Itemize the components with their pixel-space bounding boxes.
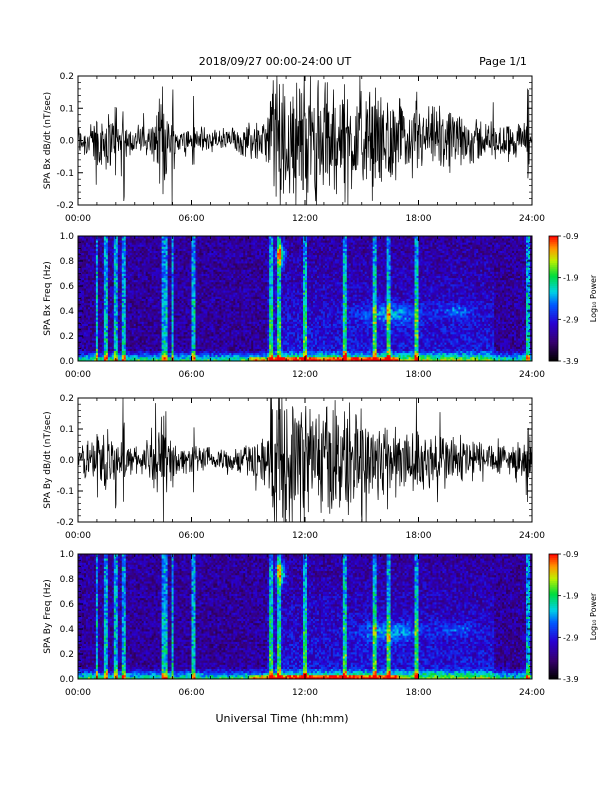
- y-tick-label: 0.1: [60, 104, 74, 114]
- x-tick-label: 00:00: [65, 214, 91, 224]
- date-range-title: 2018/09/27 00:00-24:00 UT: [199, 55, 352, 68]
- x-tick-label: 18:00: [406, 214, 432, 224]
- y-axis-label: SPA Bx dB/dt (nT/sec): [43, 92, 53, 189]
- y-tick-label: -0.1: [56, 169, 74, 179]
- x-tick-label: 12:00: [292, 214, 318, 224]
- waveform-trace: [78, 76, 532, 205]
- x-tick-label: 06:00: [179, 214, 205, 224]
- x-tick-label: 24:00: [519, 214, 545, 224]
- page-number: Page 1/1: [479, 55, 527, 68]
- spectrogram-2: [78, 236, 532, 361]
- y-tick-label: 0.2: [60, 72, 74, 82]
- y-tick-label: 0.0: [60, 137, 75, 147]
- y-tick-label: -0.2: [56, 201, 74, 211]
- waveform-1: [78, 76, 532, 205]
